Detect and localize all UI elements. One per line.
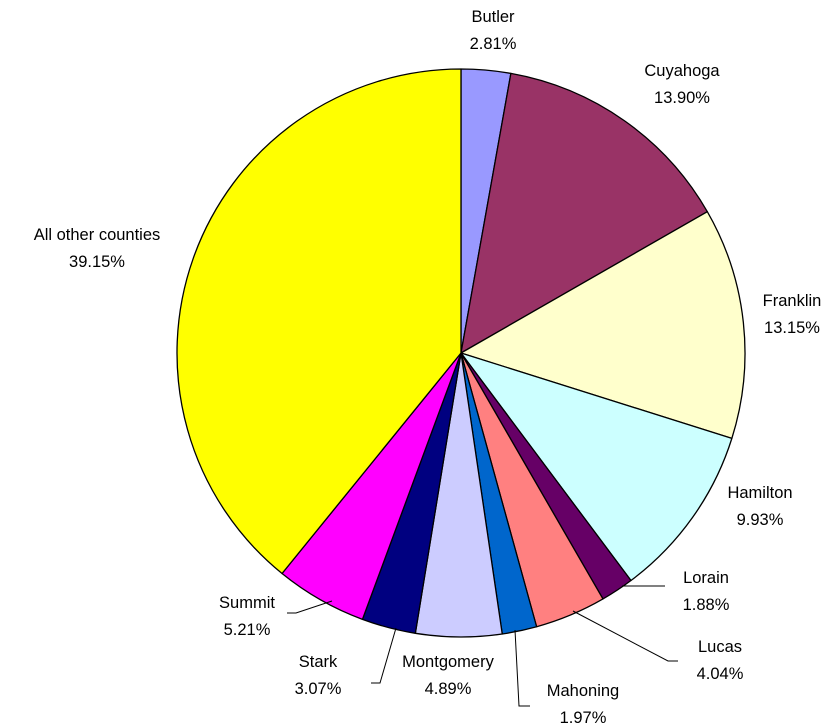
slice-name-mahoning: Mahoning [547, 682, 619, 700]
slice-label-butler: Butler 2.81% [470, 8, 517, 53]
slice-percent-hamilton: 9.93% [737, 511, 784, 529]
leader-lines [287, 585, 678, 707]
slice-name-all-other-counties: All other counties [34, 226, 161, 244]
slice-name-lucas: Lucas [698, 638, 742, 656]
pie-slices [176, 68, 746, 638]
leader-line-stark [371, 627, 397, 684]
slice-label-mahoning: Mahoning 1.97% [547, 682, 619, 727]
slice-percent-stark: 3.07% [295, 680, 342, 698]
slice-label-lorain: Lorain 1.88% [683, 569, 730, 614]
leader-line-summit [287, 600, 333, 614]
slice-name-cuyahoga: Cuyahoga [644, 62, 720, 80]
slice-labels: Butler 2.81% Cuyahoga 13.90% Franklin 13.15% H… [34, 8, 822, 727]
slice-label-lucas: Lucas 4.04% [697, 638, 744, 683]
slice-percent-mahoning: 1.97% [560, 709, 607, 727]
slice-name-montgomery: Montgomery [402, 653, 494, 671]
slice-label-all-other-counties: All other counties 39.15% [34, 226, 161, 271]
slice-percent-cuyahoga: 13.90% [654, 89, 710, 107]
slice-franklin [460, 211, 746, 440]
slice-percent-all-other-counties: 39.15% [69, 253, 125, 271]
slice-name-butler: Butler [471, 8, 515, 26]
slice-all-other-counties [176, 68, 462, 575]
slice-label-franklin: Franklin 13.15% [763, 292, 822, 337]
leader-line-lucas [572, 610, 678, 662]
slice-name-stark: Stark [299, 653, 338, 671]
slice-hamilton [460, 352, 733, 582]
slice-cuyahoga [460, 72, 708, 354]
slice-percent-lucas: 4.04% [697, 665, 744, 683]
slice-percent-montgomery: 4.89% [425, 680, 472, 698]
slice-name-hamilton: Hamilton [727, 484, 792, 502]
slice-label-cuyahoga: Cuyahoga 13.90% [644, 62, 720, 107]
slice-percent-butler: 2.81% [470, 35, 517, 53]
slice-label-summit: Summit 5.21% [219, 594, 275, 639]
slice-percent-summit: 5.21% [224, 621, 271, 639]
slice-label-stark: Stark 3.07% [295, 653, 342, 698]
leader-line-mahoning [514, 629, 530, 707]
slice-name-franklin: Franklin [763, 292, 822, 310]
slice-percent-franklin: 13.15% [764, 319, 820, 337]
slice-label-hamilton: Hamilton 9.93% [727, 484, 792, 529]
slice-label-montgomery: Montgomery 4.89% [402, 653, 494, 698]
slice-name-lorain: Lorain [683, 569, 729, 587]
slice-name-summit: Summit [219, 594, 275, 612]
slice-percent-lorain: 1.88% [683, 596, 730, 614]
